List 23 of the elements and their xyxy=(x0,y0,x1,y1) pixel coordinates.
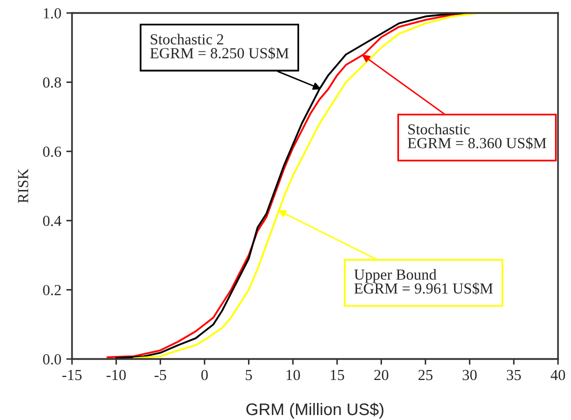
x-tick-label: 5 xyxy=(246,370,252,380)
y-tick-label: 1.0 xyxy=(44,8,61,19)
y-tick-label: 0.6 xyxy=(43,146,62,157)
x-tick-label: 15 xyxy=(330,370,344,380)
y-axis-title: RISK xyxy=(18,168,28,203)
x-tick-label: -10 xyxy=(106,370,126,380)
x-tick-label: 20 xyxy=(374,370,388,380)
y-tick-label: 0.4 xyxy=(43,216,62,226)
annotation: Stochastic 2 EGRM = 8.250 US$M xyxy=(150,34,289,60)
x-tick-label: -5 xyxy=(154,370,166,380)
x-axis-title: GRM (Million US$) xyxy=(246,402,384,418)
y-tick-label: 0.0 xyxy=(43,354,61,365)
x-tick-label: 10 xyxy=(286,370,300,380)
x-tick-label: 35 xyxy=(506,370,521,380)
x-tick-label: -15 xyxy=(62,370,82,380)
y-tick-label: 0.8 xyxy=(43,77,61,88)
x-tick-label: 25 xyxy=(418,370,432,380)
y-tick-label: 0.2 xyxy=(43,284,61,296)
annotation: Upper Bound EGRM = 9.961 US$M xyxy=(354,269,493,295)
x-tick-label: 30 xyxy=(462,370,477,380)
x-tick-label: 40 xyxy=(550,370,566,380)
x-tick-label: 0 xyxy=(201,370,208,380)
annotation: Stochastic EGRM = 8.360 US$M xyxy=(408,124,546,150)
